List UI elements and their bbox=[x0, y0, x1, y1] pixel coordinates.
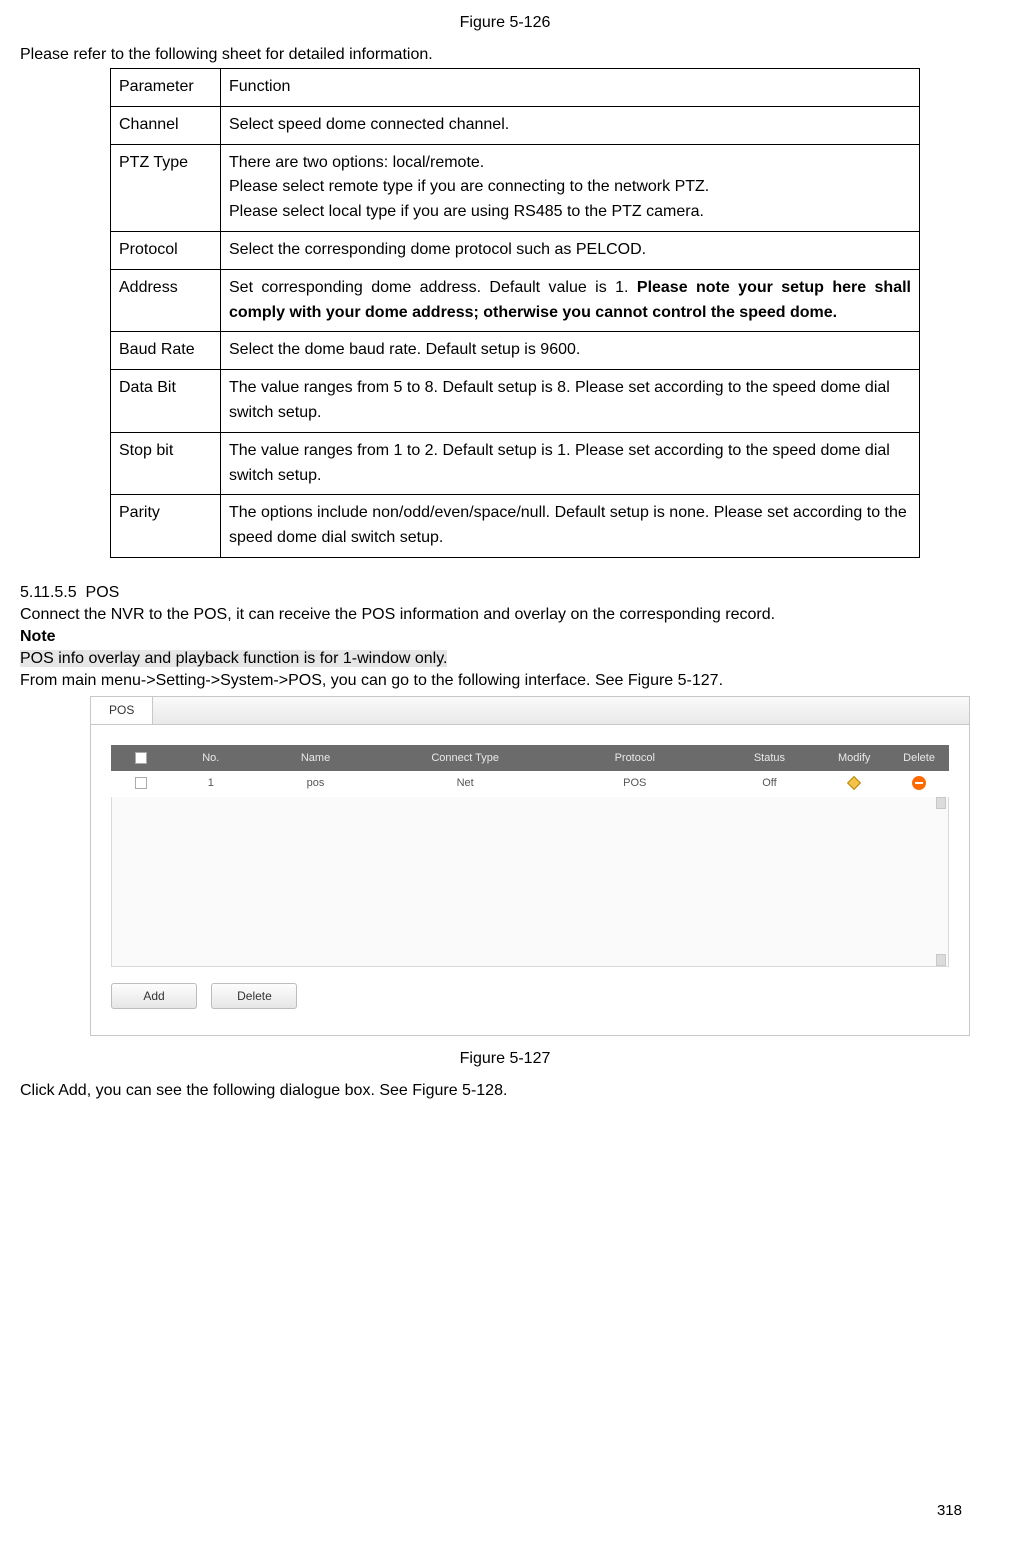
header-connect-type: Connect Type bbox=[380, 752, 550, 764]
figure-caption-top: Figure 5-126 bbox=[20, 14, 990, 32]
param-name: Address bbox=[111, 269, 221, 332]
pos-body: No. Name Connect Type Protocol Status Mo… bbox=[91, 725, 969, 1035]
tab-pos[interactable]: POS bbox=[91, 697, 153, 724]
section-body2: From main menu->Setting->System->POS, yo… bbox=[20, 672, 990, 690]
table-header-row: Parameter Function bbox=[111, 69, 920, 107]
delete-button[interactable]: Delete bbox=[211, 983, 297, 1009]
checkbox-icon[interactable] bbox=[135, 752, 147, 764]
figure-caption-mid: Figure 5-127 bbox=[20, 1050, 990, 1068]
header-protocol: Protocol bbox=[550, 752, 720, 764]
param-func: Set corresponding dome address. Default … bbox=[221, 269, 920, 332]
param-func: Select the dome baud rate. Default setup… bbox=[221, 332, 920, 370]
param-func: The value ranges from 1 to 2. Default se… bbox=[221, 432, 920, 495]
note-highlight-text: POS info overlay and playback function i… bbox=[20, 650, 447, 667]
parameter-table: Parameter Function Channel Select speed … bbox=[110, 68, 920, 558]
param-name: Baud Rate bbox=[111, 332, 221, 370]
after-figure-text: Click Add, you can see the following dia… bbox=[20, 1082, 990, 1100]
header-modify: Modify bbox=[819, 752, 889, 764]
note-label: Note bbox=[20, 628, 990, 646]
row-checkbox[interactable] bbox=[111, 777, 171, 789]
section-body: Connect the NVR to the POS, it can recei… bbox=[20, 606, 990, 624]
table-row: Protocol Select the corresponding dome p… bbox=[111, 231, 920, 269]
row-connect-type: Net bbox=[380, 777, 550, 789]
section-heading: 5.11.5.5 POS bbox=[20, 584, 990, 602]
row-protocol: POS bbox=[550, 777, 720, 789]
header-function: Function bbox=[221, 69, 920, 107]
checkbox-icon[interactable] bbox=[135, 777, 147, 789]
modify-icon[interactable] bbox=[847, 776, 861, 790]
param-name: Protocol bbox=[111, 231, 221, 269]
header-status: Status bbox=[720, 752, 820, 764]
param-func: There are two options: local/remote. Ple… bbox=[221, 144, 920, 231]
note-label-text: Note bbox=[20, 628, 56, 645]
header-no: No. bbox=[171, 752, 251, 764]
param-func: The value ranges from 5 to 8. Default se… bbox=[221, 370, 920, 433]
param-name: PTZ Type bbox=[111, 144, 221, 231]
section-title: POS bbox=[86, 584, 120, 601]
pos-table-row: 1 pos Net POS Off bbox=[111, 771, 949, 797]
param-func: The options include non/odd/even/space/n… bbox=[221, 495, 920, 558]
table-row: Stop bit The value ranges from 1 to 2. D… bbox=[111, 432, 920, 495]
scrollbar-down-icon[interactable] bbox=[936, 954, 946, 966]
header-delete: Delete bbox=[889, 752, 949, 764]
note-highlight: POS info overlay and playback function i… bbox=[20, 650, 990, 668]
row-no: 1 bbox=[171, 777, 251, 789]
button-row: Add Delete bbox=[111, 983, 949, 1009]
header-parameter: Parameter bbox=[111, 69, 221, 107]
intro-line: Please refer to the following sheet for … bbox=[20, 46, 990, 64]
param-name: Parity bbox=[111, 495, 221, 558]
table-row: Parity The options include non/odd/even/… bbox=[111, 495, 920, 558]
param-name: Data Bit bbox=[111, 370, 221, 433]
pos-empty-area bbox=[111, 797, 949, 967]
table-row: Data Bit The value ranges from 5 to 8. D… bbox=[111, 370, 920, 433]
table-row: PTZ Type There are two options: local/re… bbox=[111, 144, 920, 231]
header-checkbox[interactable] bbox=[111, 752, 171, 764]
func-line: Please select local type if you are usin… bbox=[229, 203, 704, 220]
row-status: Off bbox=[720, 777, 820, 789]
add-button[interactable]: Add bbox=[111, 983, 197, 1009]
param-func: Select speed dome connected channel. bbox=[221, 106, 920, 144]
func-line: Please select remote type if you are con… bbox=[229, 178, 709, 195]
param-name: Channel bbox=[111, 106, 221, 144]
pos-table-header: No. Name Connect Type Protocol Status Mo… bbox=[111, 745, 949, 771]
pos-screenshot: POS No. Name Connect Type Protocol Statu… bbox=[90, 696, 970, 1036]
section-number: 5.11.5.5 bbox=[20, 584, 77, 601]
row-modify[interactable] bbox=[819, 776, 889, 790]
page-number: 318 bbox=[937, 1502, 962, 1519]
table-row: Baud Rate Select the dome baud rate. Def… bbox=[111, 332, 920, 370]
delete-icon[interactable] bbox=[912, 776, 926, 790]
table-row: Address Set corresponding dome address. … bbox=[111, 269, 920, 332]
pos-tabbar: POS bbox=[91, 697, 969, 725]
param-func: Select the corresponding dome protocol s… bbox=[221, 231, 920, 269]
table-row: Channel Select speed dome connected chan… bbox=[111, 106, 920, 144]
scrollbar-up-icon[interactable] bbox=[936, 797, 946, 809]
row-name: pos bbox=[251, 777, 381, 789]
row-delete[interactable] bbox=[889, 776, 949, 790]
func-prefix: Set corresponding dome address. Default … bbox=[229, 279, 637, 296]
param-name: Stop bit bbox=[111, 432, 221, 495]
header-name: Name bbox=[251, 752, 381, 764]
func-line: There are two options: local/remote. bbox=[229, 154, 484, 171]
